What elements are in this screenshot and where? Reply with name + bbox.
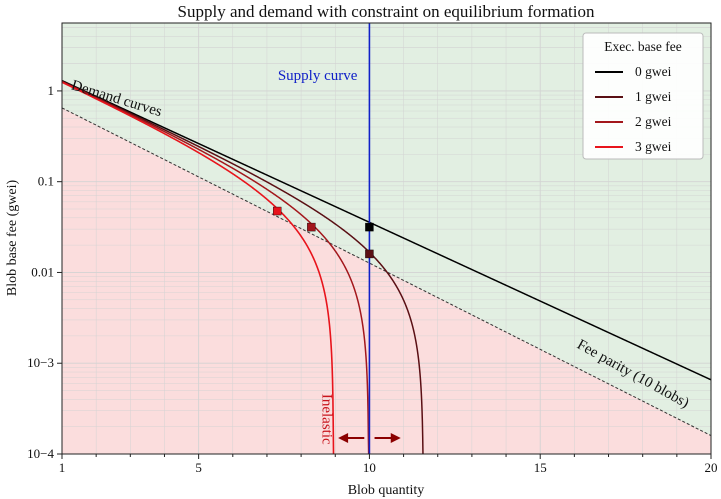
y-ticks: 1 0.1 0.01 10−3 10−4: [27, 83, 62, 461]
demand-curve-0-gwei: [62, 79, 711, 381]
demand-curve-2-gwei: [62, 81, 370, 454]
equilibrium-point: [365, 249, 374, 259]
supply-curve-label: Supply curve: [278, 68, 358, 84]
inelastic-label: Inelastic: [318, 394, 334, 445]
y-tick-label: 0.1: [38, 174, 54, 189]
legend-box: [582, 32, 704, 160]
demand-curve-1-gwei: [62, 80, 424, 454]
plot-frame: [61, 22, 712, 455]
x-tick-label: 15: [534, 460, 547, 475]
x-axis-label: Blob quantity: [348, 483, 425, 498]
chart-title: Supply and demand with constraint on equ…: [178, 2, 595, 21]
legend-entry: 2 gwei: [635, 114, 672, 129]
demand-curves: [62, 23, 711, 454]
equilibrium-point: [272, 206, 282, 216]
equilibrium-point: [307, 222, 316, 232]
legend-entry: 3 gwei: [635, 139, 672, 154]
y-tick-label: 10−3: [27, 355, 54, 370]
legend-entry: 1 gwei: [635, 89, 672, 104]
fee-parity-line: [62, 107, 711, 437]
y-tick-label: 0.01: [31, 264, 54, 279]
x-tick-label: 5: [195, 460, 202, 475]
legend-title: Exec. base fee: [604, 39, 682, 54]
demand-curve-3-gwei: [62, 81, 335, 454]
y-axis-label: Blob base fee (gwei): [5, 180, 20, 297]
y-tick-label: 1: [48, 83, 55, 98]
legend: Exec. base fee 0 gwei 1 gwei 2 gwei 3 gwei: [582, 32, 704, 160]
x-tick-label: 20: [705, 460, 718, 475]
y-tick-label: 10−4: [27, 446, 54, 461]
inelastic-arrow-head: [390, 433, 401, 443]
x-tick-label: 10: [363, 460, 376, 475]
inelastic-arrow-head: [338, 433, 349, 443]
x-ticks: 1 5 10 15 20: [59, 454, 718, 475]
equilibrium-point: [365, 222, 374, 232]
x-tick-label: 1: [59, 460, 66, 475]
legend-entry: 0 gwei: [635, 64, 672, 79]
